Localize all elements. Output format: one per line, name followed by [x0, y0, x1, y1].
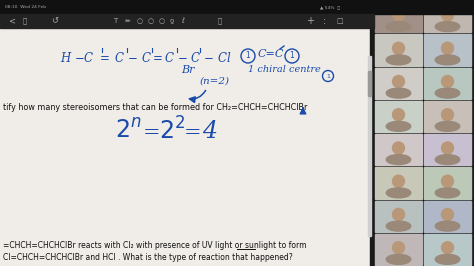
Bar	[424, 101, 471, 132]
Text: 4: 4	[202, 119, 218, 143]
Bar	[0, 28, 370, 266]
Text: <: <	[9, 16, 16, 26]
Text: 08:10  Wed 24 Feb: 08:10 Wed 24 Feb	[5, 5, 46, 9]
Bar	[0, 0, 474, 14]
Bar	[424, 201, 471, 232]
Ellipse shape	[386, 88, 411, 98]
Bar	[375, 134, 422, 165]
Text: ○: ○	[159, 18, 165, 24]
Bar	[424, 134, 471, 165]
Circle shape	[441, 76, 454, 88]
Circle shape	[441, 9, 454, 21]
Text: =: =	[143, 123, 161, 143]
Text: 1: 1	[246, 52, 250, 60]
Ellipse shape	[435, 188, 460, 198]
Circle shape	[441, 209, 454, 221]
Bar	[0, 14, 374, 28]
Ellipse shape	[435, 221, 460, 231]
Text: $2^2$: $2^2$	[159, 117, 185, 145]
Ellipse shape	[435, 121, 460, 131]
Bar	[375, 34, 422, 65]
Circle shape	[441, 142, 454, 154]
Text: :: :	[323, 16, 327, 26]
Circle shape	[441, 175, 454, 187]
Circle shape	[392, 76, 404, 88]
Text: ↺: ↺	[52, 16, 58, 26]
Text: ○: ○	[148, 18, 154, 24]
Circle shape	[392, 9, 404, 21]
Circle shape	[441, 42, 454, 54]
Ellipse shape	[386, 188, 411, 198]
Ellipse shape	[435, 55, 460, 65]
Text: tify how many stereoisomers that can be formed for CH₂=CHCH=CHCHClBr: tify how many stereoisomers that can be …	[3, 103, 307, 113]
Text: +: +	[306, 16, 314, 26]
Ellipse shape	[386, 221, 411, 231]
Ellipse shape	[386, 155, 411, 165]
Circle shape	[441, 109, 454, 121]
Text: ⏻: ⏻	[23, 18, 27, 24]
Text: ℓ: ℓ	[182, 18, 184, 24]
Text: H $-$C $=$ C $-$ C$=$C $-$ C $-$ Cl: H $-$C $=$ C $-$ C$=$C $-$ C $-$ Cl	[60, 51, 231, 65]
Bar	[370, 0, 474, 266]
Text: =: =	[184, 123, 202, 143]
Bar	[375, 167, 422, 198]
Bar	[368, 71, 371, 96]
Text: T: T	[113, 18, 117, 24]
Bar	[375, 234, 422, 265]
Text: C=C: C=C	[258, 49, 284, 59]
Text: ƍ: ƍ	[170, 18, 174, 24]
Circle shape	[392, 175, 404, 187]
Text: (n=2): (n=2)	[200, 77, 230, 85]
Ellipse shape	[386, 55, 411, 65]
Circle shape	[392, 42, 404, 54]
Bar	[375, 201, 422, 232]
Ellipse shape	[386, 121, 411, 131]
Text: □: □	[337, 18, 343, 24]
Text: 1 chiral centre: 1 chiral centre	[248, 65, 321, 74]
Circle shape	[392, 109, 404, 121]
Circle shape	[392, 242, 404, 254]
Text: ▲ 54%  🔋: ▲ 54% 🔋	[320, 5, 340, 9]
Bar	[375, 68, 422, 99]
Text: $2^n$: $2^n$	[115, 119, 141, 143]
Circle shape	[392, 142, 404, 154]
Text: Br: Br	[181, 65, 195, 75]
Text: ✏: ✏	[125, 18, 131, 24]
Text: Cl=CHCH=CHCHClBr and HCl . What is the type of reaction that happened?: Cl=CHCH=CHCHClBr and HCl . What is the t…	[3, 252, 293, 261]
Circle shape	[441, 242, 454, 254]
Text: 🎤: 🎤	[218, 18, 222, 24]
Circle shape	[392, 209, 404, 221]
Ellipse shape	[435, 254, 460, 264]
Bar	[424, 68, 471, 99]
Bar	[375, 101, 422, 132]
Bar	[424, 234, 471, 265]
Ellipse shape	[435, 22, 460, 32]
Bar	[424, 1, 471, 32]
Ellipse shape	[386, 254, 411, 264]
Bar	[368, 56, 371, 236]
Text: 1: 1	[290, 52, 294, 60]
Bar	[375, 1, 422, 32]
Ellipse shape	[435, 88, 460, 98]
Bar	[424, 34, 471, 65]
Text: ○: ○	[137, 18, 143, 24]
Ellipse shape	[435, 155, 460, 165]
Ellipse shape	[386, 22, 411, 32]
Text: =CHCH=CHCHClBr reacts with Cl₂ with presence of UV light or sunlight to form: =CHCH=CHCHClBr reacts with Cl₂ with pres…	[3, 242, 307, 251]
Text: 1: 1	[326, 73, 330, 78]
Bar	[424, 167, 471, 198]
